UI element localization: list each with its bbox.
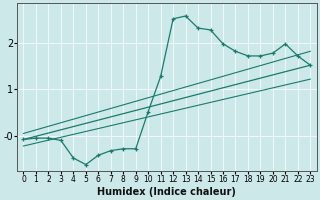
- X-axis label: Humidex (Indice chaleur): Humidex (Indice chaleur): [98, 187, 236, 197]
